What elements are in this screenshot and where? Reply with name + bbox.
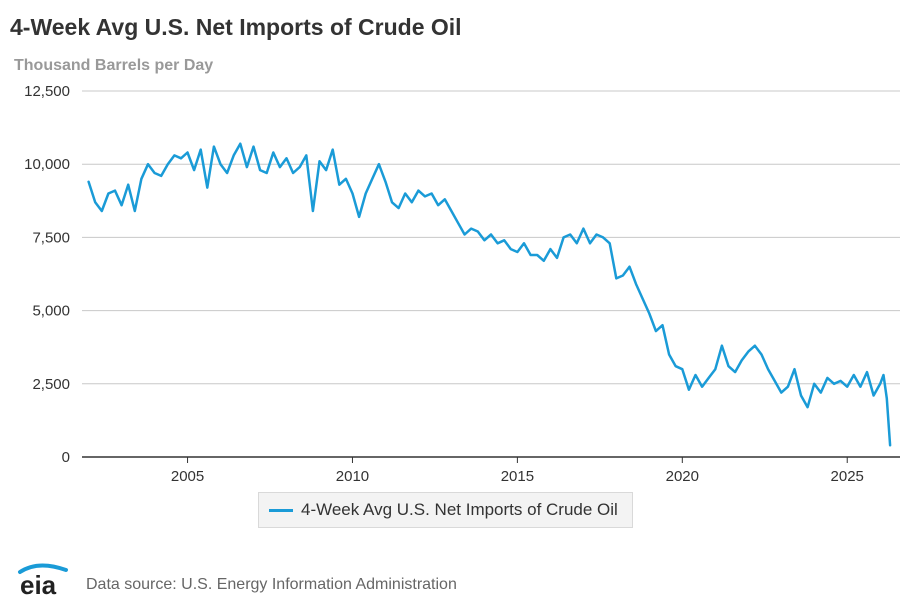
y-tick-label: 7,500 xyxy=(32,229,70,246)
x-tick-label: 2010 xyxy=(336,468,369,485)
eia-logo-icon: eia xyxy=(18,563,68,600)
x-tick-label: 2025 xyxy=(831,468,864,485)
y-tick-label: 2,500 xyxy=(32,376,70,393)
chart-subtitle: Thousand Barrels per Day xyxy=(14,57,214,74)
data-source: Data source: U.S. Energy Information Adm… xyxy=(86,576,457,593)
x-tick-label: 2005 xyxy=(171,468,204,485)
y-tick-label: 5,000 xyxy=(32,303,70,320)
y-tick-label: 12,500 xyxy=(24,83,70,100)
y-tick-label: 0 xyxy=(62,449,70,466)
y-tick-label: 10,000 xyxy=(24,156,70,173)
x-tick-label: 2015 xyxy=(501,468,534,485)
legend-swatch xyxy=(269,508,293,512)
chart-title: 4-Week Avg U.S. Net Imports of Crude Oil xyxy=(10,14,462,40)
series-line xyxy=(87,142,892,447)
x-tick-label: 2020 xyxy=(666,468,699,485)
legend-label: 4-Week Avg U.S. Net Imports of Crude Oil xyxy=(301,500,618,519)
logo-text: eia xyxy=(20,570,57,600)
line-chart: 0 2,500 5,000 7,500 10,000 12,500 2005 2010 2015… xyxy=(24,83,900,485)
footer: eia Data source: U.S. Energy Information… xyxy=(0,556,914,606)
chart-legend[interactable]: 4-Week Avg U.S. Net Imports of Crude Oil xyxy=(258,492,633,528)
